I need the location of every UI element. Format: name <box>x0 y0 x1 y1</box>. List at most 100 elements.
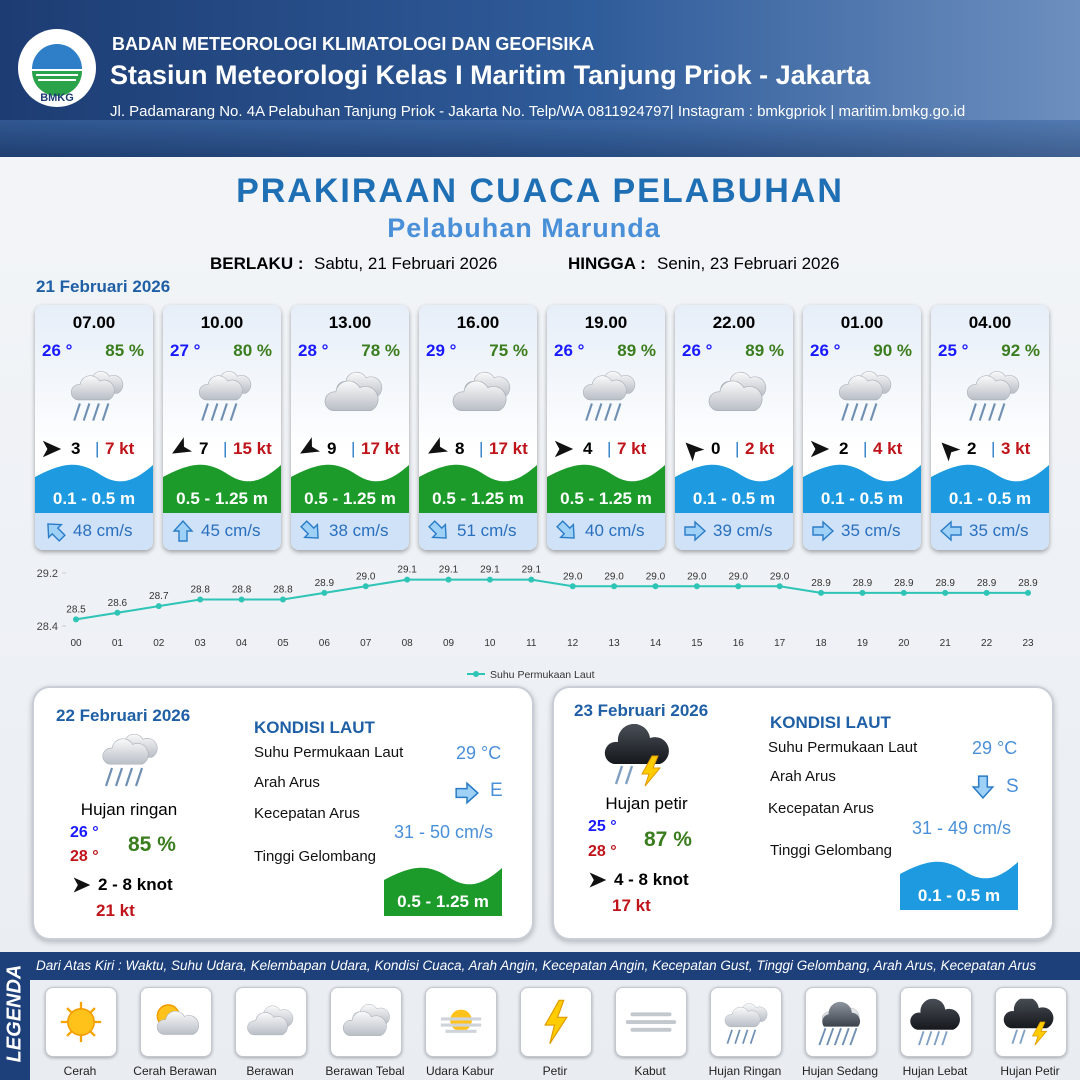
wind-speed: 4 <box>583 439 593 458</box>
weather-icon <box>699 363 775 425</box>
data-label: 29.1 <box>397 565 417 576</box>
legend-icon <box>620 997 682 1047</box>
y-tick-label: 28.4 <box>37 621 58 633</box>
legend-description: Dari Atas Kiri : Waktu, Suhu Udara, Kele… <box>36 958 1037 973</box>
x-tick-label: 17 <box>774 638 786 649</box>
day2-panel: 22 Februari 2026 Hujan ringan 26 ° 28 ° … <box>32 686 534 940</box>
day3-sst: 29 °C <box>972 738 1018 758</box>
humidity: 75 % <box>489 341 528 360</box>
sst-point <box>776 583 783 590</box>
legend-icon <box>145 997 207 1047</box>
weather-icon <box>187 363 263 425</box>
data-label: 28.9 <box>977 578 997 589</box>
wave-fill <box>803 464 921 513</box>
weather-icon-use <box>453 372 510 411</box>
wave-fill <box>675 464 793 513</box>
sst-point <box>73 616 79 623</box>
current-speed: 40 cm/s <box>585 521 645 540</box>
to-date: Senin, 23 Februari 2026 <box>657 254 840 273</box>
wave-fill <box>163 464 281 513</box>
legend-icon <box>335 997 397 1047</box>
sst-chart: 28.4 29.2 28.5 00 28.6 01 28.7 02 28.8 03 28.8 04 28… <box>37 565 1039 681</box>
legend-label: Cerah <box>63 1064 97 1078</box>
data-label: 28.9 <box>853 578 873 589</box>
day2-dir-label: Arah Arus <box>254 774 320 791</box>
sst-point <box>528 576 535 583</box>
weather-icon <box>443 363 519 425</box>
humidity: 78 % <box>361 341 400 360</box>
humidity: 90 % <box>873 341 912 360</box>
wind-arrow <box>41 438 63 460</box>
forecast-card: 19.00 26 ° 89 % 4 | 7 kt 0.5 - 1.25 m 40 cm/s <box>547 305 665 550</box>
legend-icon <box>50 997 112 1047</box>
day3-icon <box>600 724 680 788</box>
forecast-card: 13.00 28 ° 78 % 9 | 17 kt 0.5 - 1.25 m 38 cm/s <box>291 305 409 550</box>
current-speed: 45 cm/s <box>201 521 261 540</box>
separator: | <box>223 439 228 458</box>
legend-box <box>45 987 117 1057</box>
data-label: 28.8 <box>232 585 252 596</box>
current-speed: 51 cm/s <box>457 521 517 540</box>
time: 07.00 <box>72 313 116 332</box>
separator: | <box>607 439 612 458</box>
current-arrow-use <box>685 522 705 540</box>
sst-point <box>486 576 493 583</box>
legend-label: Berawan <box>246 1064 294 1078</box>
legend-box <box>995 987 1067 1057</box>
weather-icon-use <box>967 371 1019 420</box>
sst-point <box>321 589 328 596</box>
wind-speed: 0 <box>711 439 721 458</box>
x-tick-label: 00 <box>70 638 82 649</box>
from-label: BERLAKU : <box>210 254 304 273</box>
day2-sst-label: Suhu Permukaan Laut <box>254 744 404 761</box>
legend-icon-use <box>819 1002 860 1045</box>
data-label: 29.1 <box>480 565 500 576</box>
x-tick-label: 19 <box>857 638 869 649</box>
day3-sea-title: KONDISI LAUT <box>770 713 891 732</box>
day3-wind-arrow <box>588 870 608 890</box>
wave-height: 0.5 - 1.25 m <box>560 489 652 508</box>
day3-gust: 17 kt <box>612 896 651 915</box>
legend-icon <box>525 997 587 1047</box>
gust: 4 kt <box>873 439 903 458</box>
sst-point <box>362 583 369 590</box>
legend-icon <box>810 997 872 1047</box>
current-arrow <box>683 519 707 543</box>
legend-icon <box>430 997 492 1047</box>
humidity: 80 % <box>233 341 272 360</box>
legend-box <box>615 987 687 1057</box>
legend-label: Suhu Permukaan Laut <box>490 669 595 681</box>
day3-dir: S <box>1006 776 1019 797</box>
data-label: 29.0 <box>356 571 376 582</box>
day3-wave-label: Tinggi Gelombang <box>770 842 893 859</box>
forecast-card: 10.00 27 ° 80 % 7 | 15 kt 0.5 - 1.25 m 45 cm/s <box>163 305 281 550</box>
legend-title: LEGENDA <box>3 964 26 1063</box>
legend-label: Hujan Petir <box>1000 1064 1060 1078</box>
current-speed: 48 cm/s <box>73 521 133 540</box>
x-tick-label: 05 <box>277 638 289 649</box>
wave-shape <box>547 464 665 513</box>
time: 10.00 <box>200 313 244 332</box>
day3-panel: 23 Februari 2026 Hujan petir 25 ° 28 ° 8… <box>552 686 1054 940</box>
weather-icon-use <box>839 371 891 420</box>
legend-label: Petir <box>542 1064 568 1078</box>
x-tick-label: 07 <box>360 638 372 649</box>
x-tick-label: 16 <box>733 638 745 649</box>
sst-line <box>75 578 1028 621</box>
legend-box <box>425 987 497 1057</box>
legend-box <box>900 987 972 1057</box>
wave-shape <box>163 464 281 513</box>
x-tick-label: 02 <box>153 638 165 649</box>
legend-icon-use <box>61 1002 101 1042</box>
weather-icon-use <box>199 371 251 420</box>
day1-date: 21 Februari 2026 <box>36 277 171 296</box>
wind-arrow <box>553 438 575 460</box>
gust: 7 kt <box>617 439 647 458</box>
day3-sst-label: Suhu Permukaan Laut <box>768 739 918 756</box>
x-tick-label: 04 <box>236 638 248 649</box>
legend-icon-use <box>247 1006 292 1035</box>
legend-box <box>330 987 402 1057</box>
day2-gust: 21 kt <box>96 901 135 920</box>
wind-arrow-use <box>936 437 961 462</box>
